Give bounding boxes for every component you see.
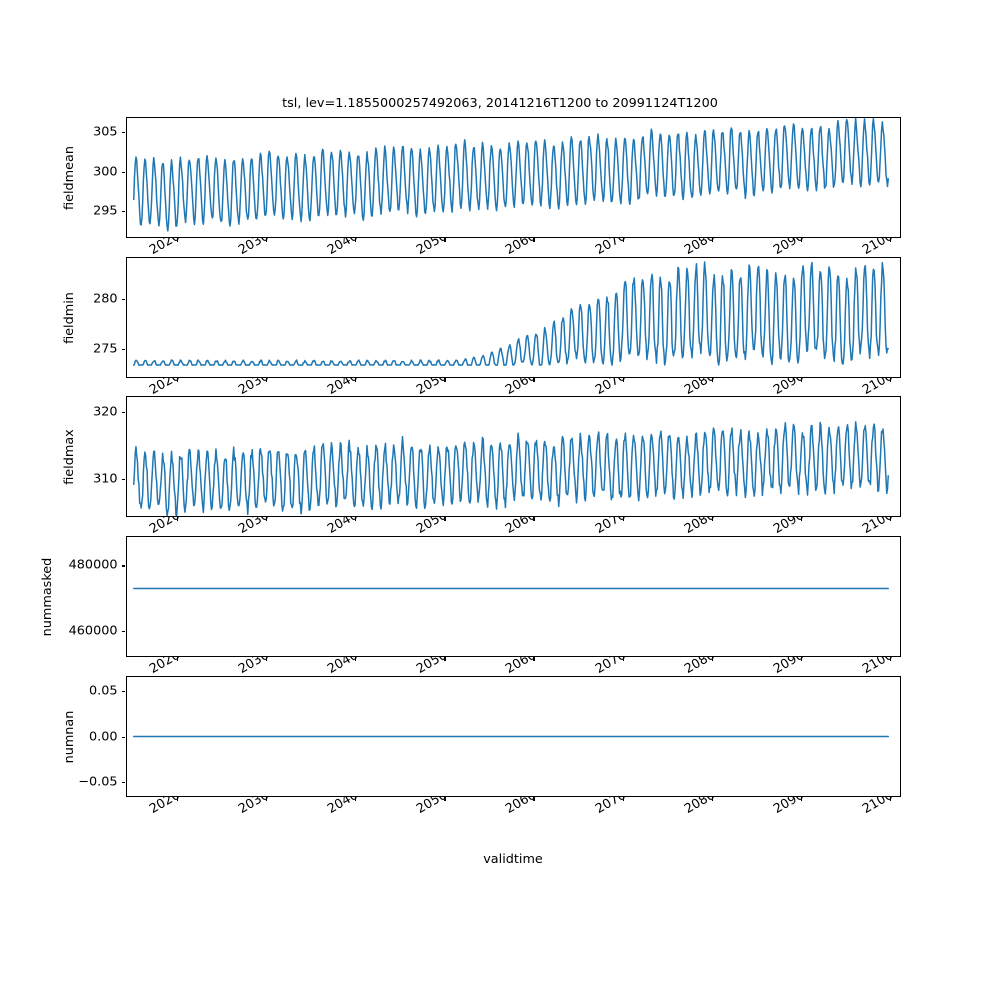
y-tick-mark <box>121 691 126 693</box>
x-tick-mark <box>800 517 802 521</box>
plot-area-fieldmean <box>127 118 900 237</box>
series-fieldmin <box>127 258 900 377</box>
x-tick-mark <box>711 517 713 521</box>
x-tick-mark <box>355 517 357 521</box>
y-tick-label: 295 <box>93 203 118 219</box>
x-tick-mark <box>355 238 357 242</box>
x-tick-mark <box>711 797 713 801</box>
x-tick-mark <box>889 517 891 521</box>
x-tick-mark <box>177 517 179 521</box>
x-tick-mark <box>622 797 624 801</box>
y-tick-mark <box>121 781 126 783</box>
y-tick-mark <box>121 349 126 351</box>
x-tick-mark <box>711 238 713 242</box>
subplot-fieldmin <box>125 257 901 378</box>
x-tick-mark <box>889 238 891 242</box>
x-tick-mark <box>533 657 535 661</box>
x-tick-mark <box>177 378 179 382</box>
x-tick-mark <box>177 657 179 661</box>
x-tick-mark <box>889 378 891 382</box>
y-tick-label: 460000 <box>68 623 118 639</box>
y-axis-label-fieldmax: fieldmax <box>62 428 77 485</box>
series-numnan <box>127 677 900 796</box>
x-tick-mark <box>800 378 802 382</box>
plot-area-fieldmin <box>127 258 900 377</box>
x-tick-mark <box>355 657 357 661</box>
y-tick-mark <box>121 736 126 738</box>
y-tick-mark <box>121 565 126 567</box>
x-tick-mark <box>266 238 268 242</box>
y-tick-label: 310 <box>93 471 118 487</box>
y-tick-label: 0.05 <box>89 683 118 699</box>
x-tick-mark <box>533 517 535 521</box>
x-tick-mark <box>622 238 624 242</box>
plot-area-numnan <box>127 677 900 796</box>
x-tick-mark <box>889 657 891 661</box>
x-axis-label: validtime <box>483 852 543 867</box>
y-tick-label: 305 <box>93 124 118 140</box>
y-tick-label: −0.05 <box>78 774 118 790</box>
plot-area-fieldmax <box>127 397 900 516</box>
y-tick-label: 480000 <box>68 557 118 573</box>
y-tick-mark <box>121 132 126 134</box>
y-tick-mark <box>121 171 126 173</box>
series-fieldmax <box>127 397 900 516</box>
y-tick-label: 320 <box>93 404 118 420</box>
x-tick-mark <box>533 797 535 801</box>
x-tick-mark <box>266 517 268 521</box>
x-tick-mark <box>444 797 446 801</box>
x-tick-mark <box>355 378 357 382</box>
y-axis-label-numnan: numnan <box>62 710 77 763</box>
x-tick-mark <box>177 797 179 801</box>
x-tick-mark <box>355 797 357 801</box>
x-tick-mark <box>444 657 446 661</box>
x-tick-mark <box>800 238 802 242</box>
y-tick-mark <box>121 412 126 414</box>
x-tick-mark <box>622 517 624 521</box>
y-tick-mark <box>121 299 126 301</box>
series-fieldmean <box>127 118 900 237</box>
x-tick-mark <box>711 657 713 661</box>
y-tick-label: 0.00 <box>89 729 118 744</box>
x-tick-mark <box>800 797 802 801</box>
y-tick-label: 300 <box>93 164 118 180</box>
x-tick-mark <box>533 378 535 382</box>
subplot-fieldmean <box>125 117 901 238</box>
x-tick-mark <box>444 517 446 521</box>
x-tick-mark <box>622 378 624 382</box>
x-tick-mark <box>711 378 713 382</box>
subplot-fieldmax <box>125 396 901 517</box>
y-tick-label: 280 <box>93 291 118 307</box>
x-tick-mark <box>266 797 268 801</box>
plot-area-nummasked <box>127 537 900 656</box>
x-tick-mark <box>622 657 624 661</box>
figure-title: tsl, lev=1.1855000257492063, 20141216T12… <box>282 96 718 111</box>
x-tick-mark <box>533 238 535 242</box>
subplot-numnan <box>125 676 901 797</box>
x-tick-mark <box>266 657 268 661</box>
y-tick-label: 275 <box>93 341 118 357</box>
y-axis-label-nummasked: nummasked <box>40 557 55 636</box>
y-tick-mark <box>121 630 126 632</box>
y-tick-mark <box>121 478 126 480</box>
x-tick-mark <box>800 657 802 661</box>
x-tick-mark <box>177 238 179 242</box>
series-nummasked <box>127 537 900 656</box>
y-tick-mark <box>121 211 126 213</box>
x-tick-mark <box>889 797 891 801</box>
x-tick-mark <box>444 238 446 242</box>
x-tick-mark <box>444 378 446 382</box>
x-tick-mark <box>266 378 268 382</box>
subplot-nummasked <box>125 536 901 657</box>
